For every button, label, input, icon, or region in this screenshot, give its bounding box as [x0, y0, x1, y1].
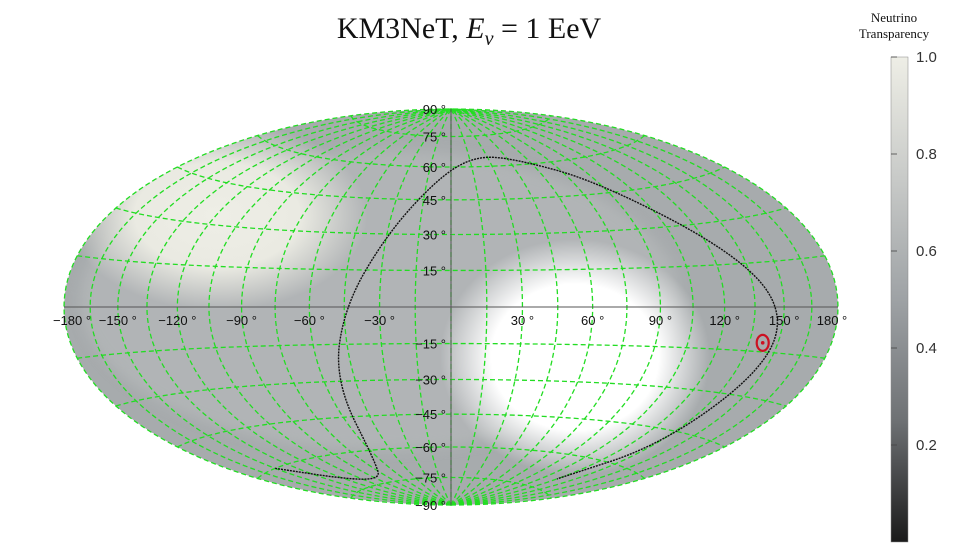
lon-tick-label: 150 ° [769, 313, 800, 328]
lat-tick-label: 30 ° [423, 228, 446, 243]
parallel-line [77, 342, 825, 359]
colorbar-ticks: 1.0 0.8 0.6 0.4 0.2 [891, 49, 937, 454]
lon-tick-label: −60 ° [294, 313, 325, 328]
lon-tick-label: −120 ° [158, 313, 196, 328]
colorbar [890, 56, 909, 543]
colorbar-title-line1: Neutrino [871, 10, 917, 25]
lon-tick-label: 30 ° [511, 313, 534, 328]
parallel-line [177, 166, 725, 201]
parallel-line [77, 255, 825, 272]
colorbar-tick-label: 0.2 [916, 437, 937, 454]
lat-tick-label: −15 ° [415, 337, 446, 352]
lat-tick-label: 90 ° [423, 102, 446, 117]
colorbar-tick-label: 0.6 [916, 243, 937, 260]
lat-tick-label: 15 ° [423, 263, 446, 278]
lat-tick-label: 45 ° [423, 193, 446, 208]
colorbar-tick-label: 0.8 [916, 146, 937, 163]
lon-tick-label: 180 ° [817, 313, 848, 328]
lat-tick-label: −60 ° [415, 440, 446, 455]
lon-tick-label: −30 ° [364, 313, 395, 328]
lon-tick-label: 120 ° [709, 313, 740, 328]
lat-tick-label: 60 ° [423, 160, 446, 175]
lon-tick-label: −150 ° [99, 313, 137, 328]
lat-tick-label: −90 ° [415, 498, 446, 513]
marker-layer [755, 333, 770, 352]
colorbar-title-line2: Transparency [859, 26, 930, 41]
lat-tick-label: −30 ° [415, 372, 446, 387]
lon-tick-label: −90 ° [226, 313, 257, 328]
lon-tick-label: 60 ° [581, 313, 604, 328]
lon-tick-labels: −180 ° −150 ° −120 ° −90 ° −60 ° −30 ° 30 ° 60 … [53, 313, 847, 328]
lon-tick-label: −180 ° [53, 313, 91, 328]
lat-tick-label: −45 ° [415, 407, 446, 422]
lon-tick-label: 90 ° [649, 313, 672, 328]
chart-title: KM3NeT, Eν = 1 EeV [337, 12, 602, 50]
marker-dot [760, 341, 765, 345]
lat-tick-label: 75 ° [423, 130, 446, 145]
colorbar-tick-label: 1.0 [916, 49, 937, 66]
bright-white-region [440, 239, 711, 476]
lat-tick-label: −75 ° [415, 470, 446, 485]
parallel-line [177, 413, 725, 448]
source-curve [275, 156, 779, 480]
lat-tick-labels: 90 ° 75 ° 60 ° 45 ° 30 ° 15 ° −15 ° −30 ° −45 ° −… [415, 102, 446, 513]
colorbar-tick-label: 0.4 [916, 340, 937, 357]
curve-layer [275, 156, 779, 480]
marker-ring [755, 333, 770, 352]
